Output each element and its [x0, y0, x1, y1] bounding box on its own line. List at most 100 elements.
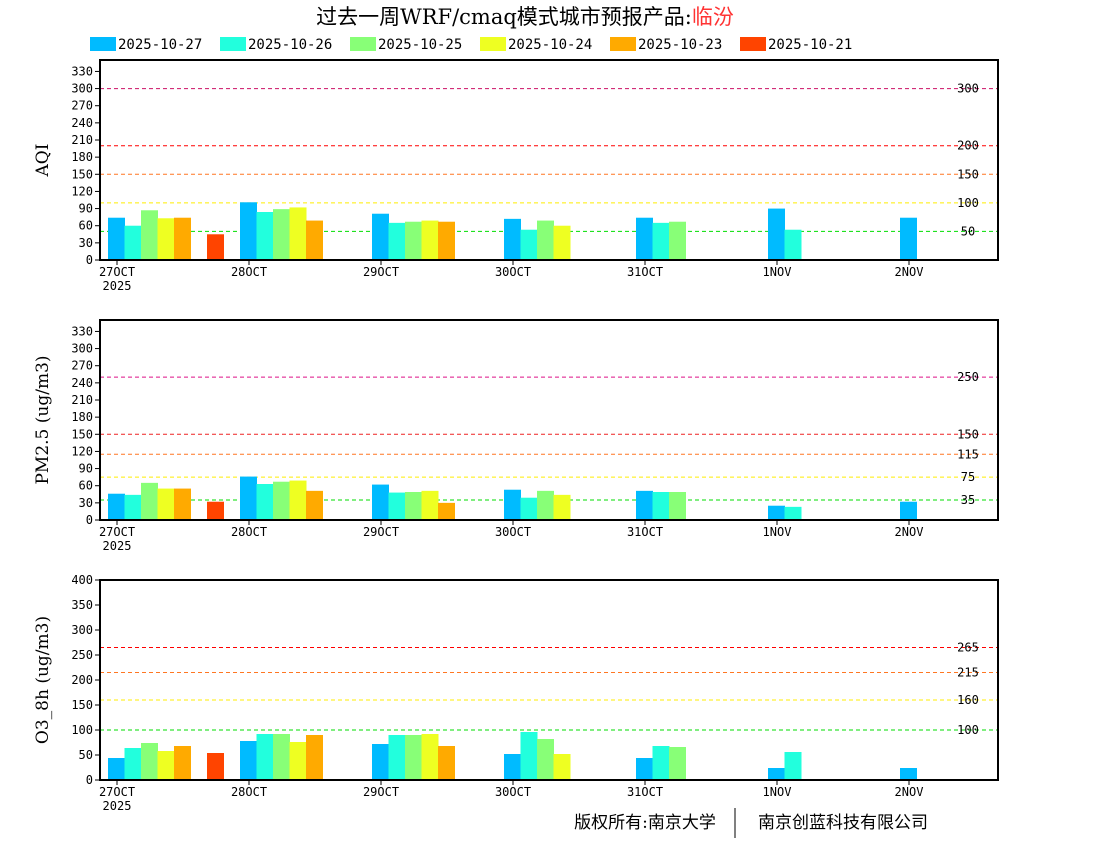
bar-2025-10-27	[240, 202, 257, 260]
bar-2025-10-26	[388, 735, 406, 780]
bar-2025-10-26	[652, 222, 670, 260]
bar-2025-10-25	[669, 747, 686, 780]
legend-swatch	[740, 37, 766, 51]
bar-2025-10-27	[900, 768, 917, 780]
y-tick-label: 0	[86, 773, 93, 787]
y-tick-label: 50	[79, 748, 93, 762]
bar-2025-10-26	[784, 506, 802, 520]
bar-2025-10-27	[768, 505, 785, 520]
x-tick-label: 27OCT	[99, 525, 135, 539]
x-year-label: 2025	[103, 539, 132, 553]
bar-2025-10-27	[900, 217, 917, 260]
y-tick-label: 210	[71, 393, 93, 407]
threshold-label: 160	[957, 693, 979, 707]
y-tick-label: 240	[71, 376, 93, 390]
plot-frame	[99, 59, 999, 261]
bar-2025-10-24	[421, 220, 439, 260]
threshold-label: 35	[961, 493, 975, 507]
y-tick-label: 60	[79, 219, 93, 233]
legend-swatch	[90, 37, 116, 51]
bar-2025-10-24	[421, 490, 439, 520]
bar-2025-10-27	[108, 493, 125, 520]
threshold-label: 150	[957, 427, 979, 441]
bar-2025-10-25	[537, 490, 554, 520]
footer-company: 南京创蓝科技有限公司	[758, 813, 928, 833]
x-tick-label: 1NOV	[763, 525, 792, 539]
y-tick-label: 100	[71, 723, 93, 737]
chart-title: 过去一周WRF/cmaq模式城市预报产品:临汾	[316, 5, 734, 29]
bar-2025-10-25	[141, 743, 158, 780]
title-city: 临汾	[692, 5, 734, 29]
legend-label: 2025-10-25	[378, 37, 462, 53]
y-tick-label: 120	[71, 444, 93, 458]
y-tick-label: 30	[79, 236, 93, 250]
bar-2025-10-27	[636, 217, 653, 260]
y-tick-label: 0	[86, 513, 93, 527]
y-axis-title: O3_8h (ug/m3)	[33, 616, 53, 744]
legend-label: 2025-10-21	[768, 37, 852, 53]
legend-swatch	[220, 37, 246, 51]
y-axis-title: PM2.5 (ug/m3)	[33, 355, 53, 484]
y-tick-label: 60	[79, 479, 93, 493]
y-tick-label: 210	[71, 133, 93, 147]
bar-2025-10-21	[207, 753, 224, 780]
bar-2025-10-26	[784, 229, 802, 260]
bar-2025-10-24	[289, 742, 307, 780]
bar-2025-10-25	[273, 481, 290, 520]
y-tick-label: 150	[71, 698, 93, 712]
bar-2025-10-25	[405, 221, 422, 260]
plot-frame	[99, 319, 999, 521]
x-tick-label: 28OCT	[231, 525, 267, 539]
bar-2025-10-26	[256, 484, 274, 520]
bar-2025-10-26	[388, 492, 406, 520]
bar-2025-10-23	[306, 735, 323, 780]
y-tick-label: 270	[71, 99, 93, 113]
threshold-label: 100	[957, 723, 979, 737]
bar-2025-10-25	[405, 735, 422, 780]
threshold-label: 265	[957, 641, 979, 655]
bar-2025-10-25	[669, 492, 686, 520]
y-tick-label: 250	[71, 648, 93, 662]
bar-2025-10-27	[768, 768, 785, 780]
bar-2025-10-25	[405, 492, 422, 520]
bar-2025-10-23	[306, 490, 323, 520]
bar-2025-10-26	[124, 494, 142, 520]
bar-2025-10-23	[306, 220, 323, 260]
bar-2025-10-25	[669, 221, 686, 260]
legend-swatch	[350, 37, 376, 51]
bar-2025-10-24	[157, 751, 175, 780]
x-year-label: 2025	[103, 279, 132, 293]
bar-2025-10-23	[174, 217, 191, 260]
threshold-label: 75	[961, 470, 975, 484]
threshold-label: 100	[957, 196, 979, 210]
y-tick-label: 400	[71, 573, 93, 587]
x-tick-label: 29OCT	[363, 265, 399, 279]
bar-2025-10-21	[207, 234, 224, 260]
bar-2025-10-25	[141, 482, 158, 520]
x-tick-label: 30OCT	[495, 785, 531, 799]
panels: 3002001501005003060901201501802102402703…	[33, 59, 999, 813]
bar-2025-10-27	[240, 476, 257, 520]
bar-2025-10-24	[553, 754, 571, 780]
bar-2025-10-24	[157, 218, 175, 260]
threshold-label: 215	[957, 666, 979, 680]
x-tick-label: 27OCT	[99, 785, 135, 799]
x-tick-label: 2NOV	[895, 265, 924, 279]
bar-2025-10-24	[289, 207, 307, 260]
y-tick-label: 120	[71, 184, 93, 198]
y-tick-label: 0	[86, 253, 93, 267]
bar-2025-10-26	[784, 752, 802, 780]
x-tick-label: 1NOV	[763, 785, 792, 799]
x-tick-label: 2NOV	[895, 785, 924, 799]
title-prefix: 过去一周WRF/cmaq模式城市预报产品:	[316, 5, 692, 29]
legend-label: 2025-10-23	[638, 37, 722, 53]
threshold-label: 115	[957, 447, 979, 461]
bar-2025-10-26	[124, 225, 142, 260]
bar-2025-10-26	[520, 497, 538, 520]
bar-2025-10-27	[504, 489, 521, 520]
y-tick-label: 350	[71, 598, 93, 612]
y-tick-label: 330	[71, 64, 93, 78]
x-tick-label: 28OCT	[231, 785, 267, 799]
y-tick-label: 300	[71, 82, 93, 96]
